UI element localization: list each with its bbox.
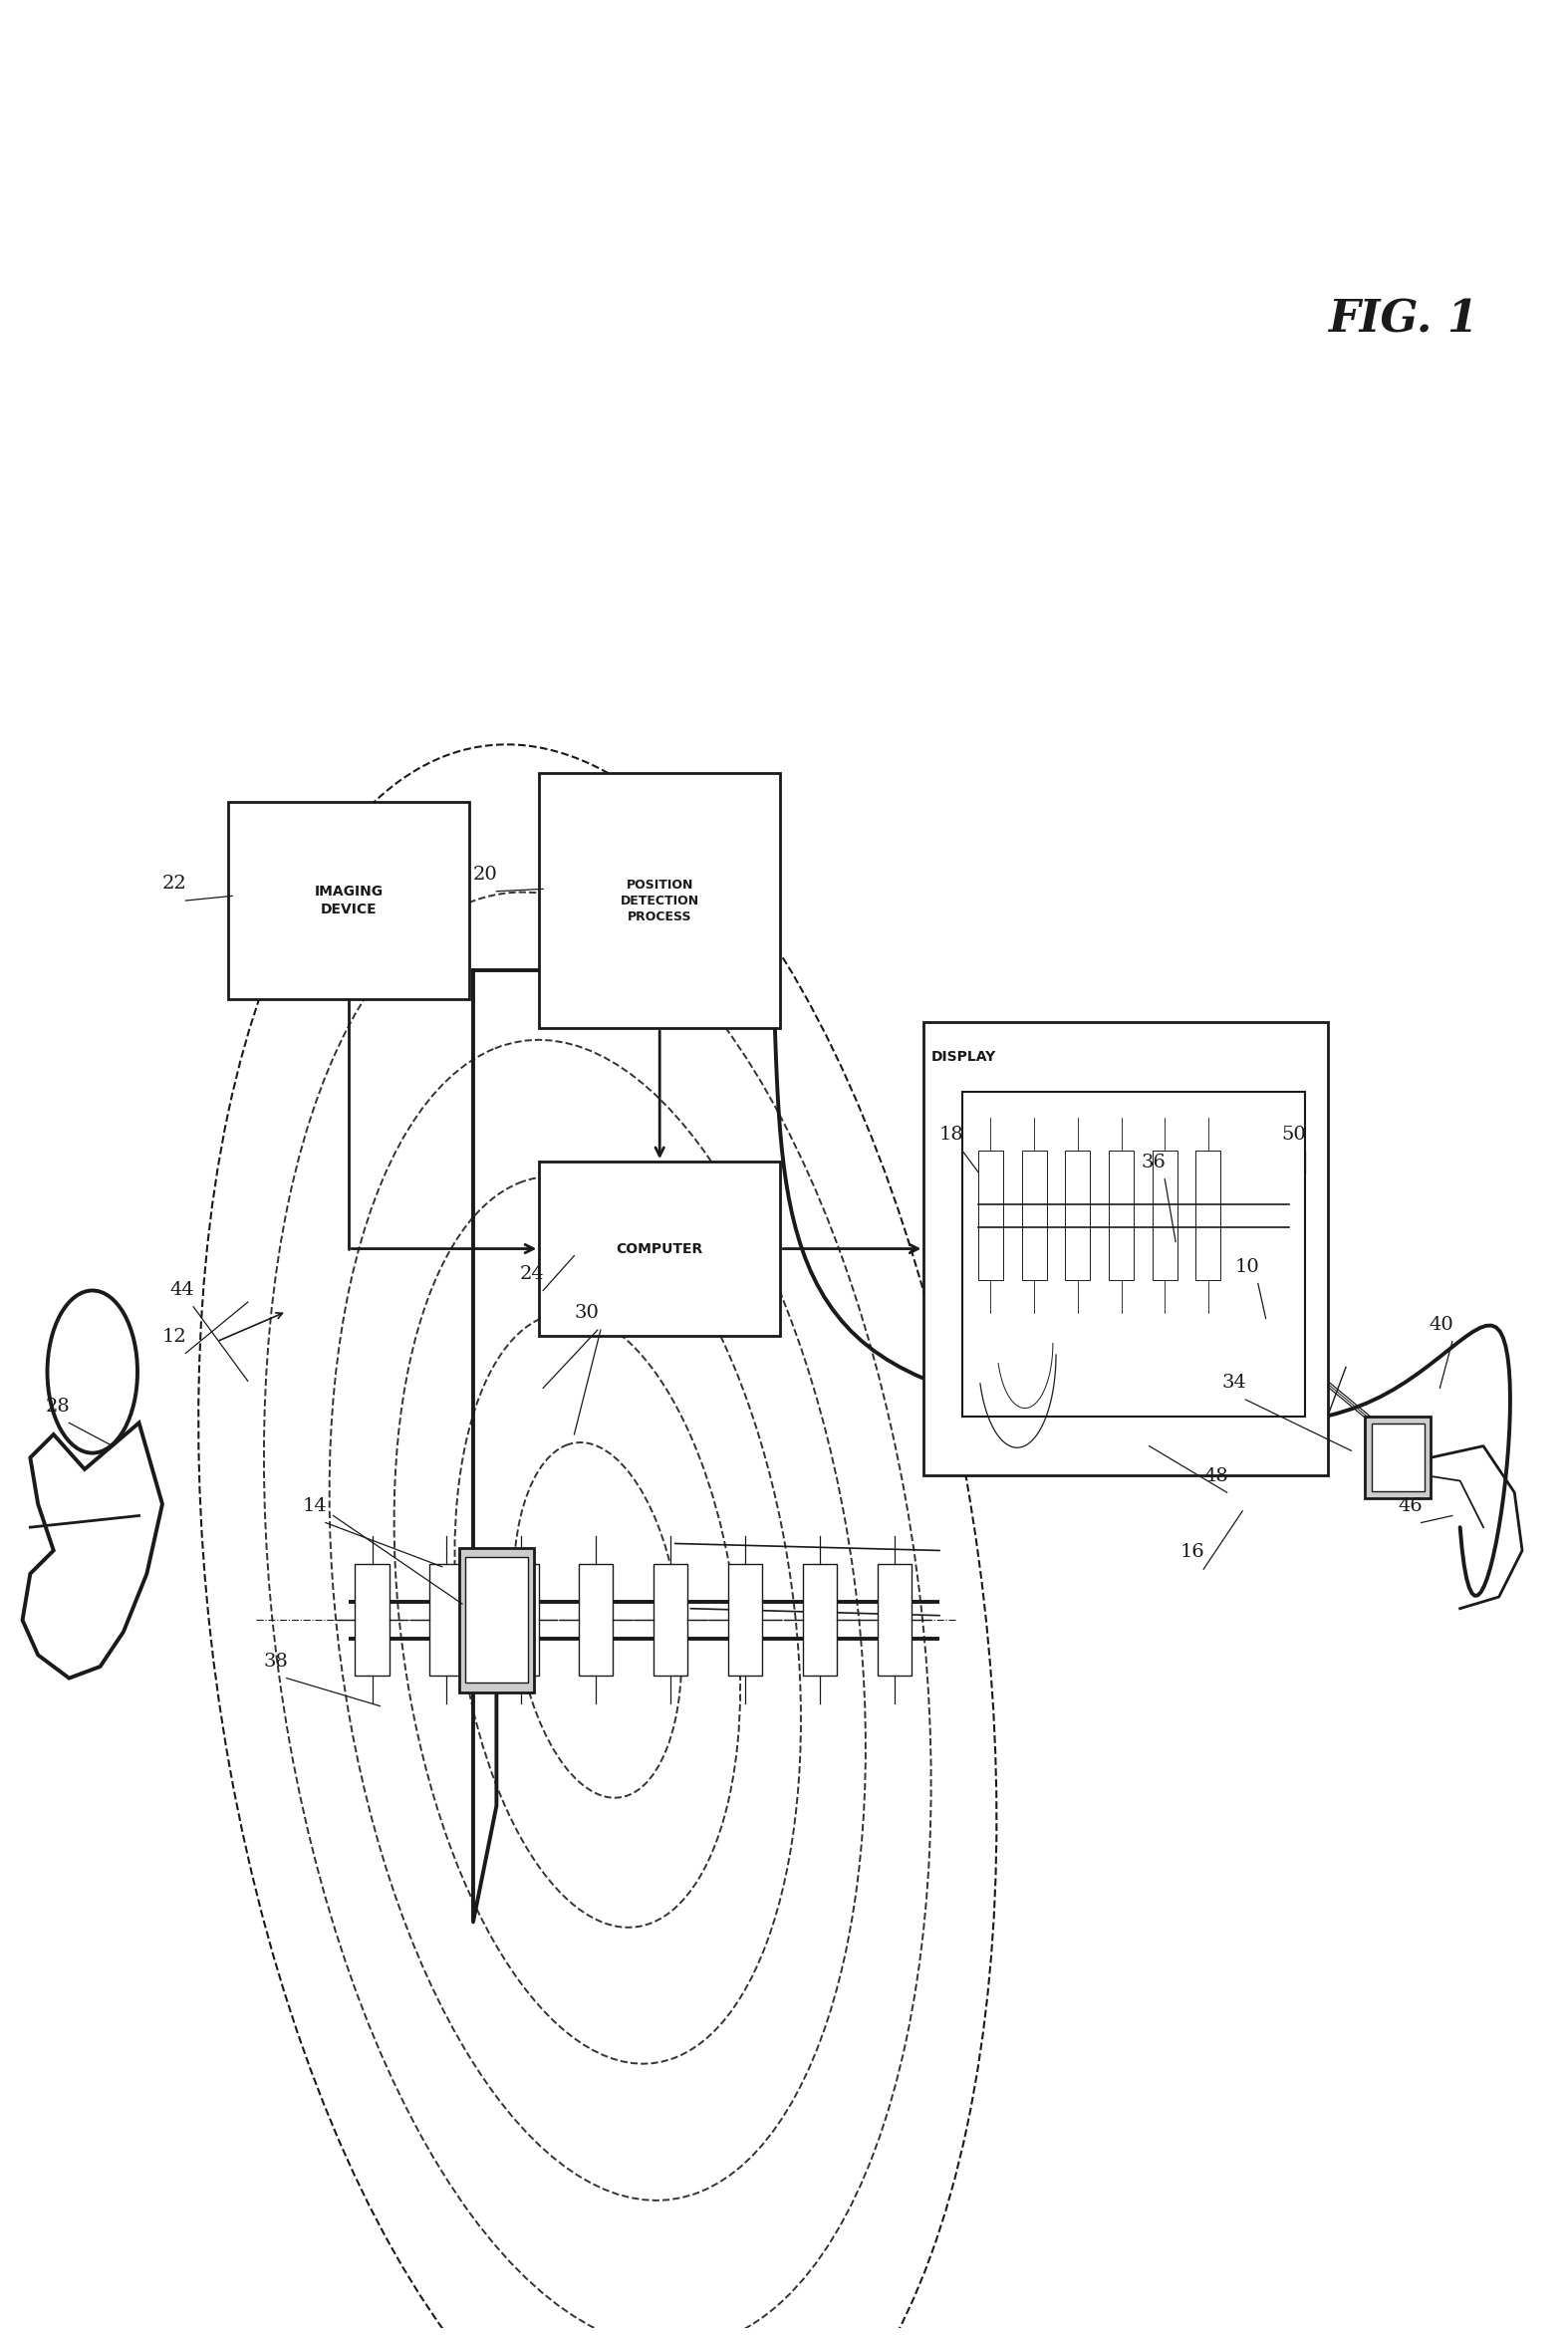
Bar: [1196, 1151, 1221, 1280]
Bar: [963, 1093, 1305, 1417]
Bar: [229, 801, 469, 999]
Text: 14: 14: [303, 1497, 326, 1515]
Text: 36: 36: [1142, 1153, 1167, 1172]
Text: 34: 34: [1223, 1373, 1247, 1392]
Text: 48: 48: [1204, 1466, 1228, 1485]
Bar: [728, 1564, 762, 1677]
Bar: [1065, 1151, 1090, 1280]
PathPatch shape: [22, 1422, 163, 1679]
Bar: [1366, 1417, 1430, 1499]
Bar: [924, 1023, 1328, 1476]
Text: 10: 10: [1234, 1259, 1259, 1275]
Bar: [539, 773, 781, 1027]
Text: 50: 50: [1281, 1125, 1306, 1144]
Bar: [978, 1151, 1004, 1280]
Bar: [430, 1564, 464, 1677]
Text: 24: 24: [521, 1266, 544, 1282]
Text: DISPLAY: DISPLAY: [931, 1051, 997, 1065]
Text: 16: 16: [1181, 1543, 1204, 1562]
Text: 20: 20: [474, 866, 497, 883]
Bar: [1372, 1424, 1424, 1492]
Bar: [579, 1564, 613, 1677]
Text: 30: 30: [574, 1305, 599, 1322]
Text: 22: 22: [163, 876, 187, 892]
Bar: [1109, 1151, 1134, 1280]
Text: 28: 28: [45, 1396, 71, 1415]
Text: 12: 12: [163, 1329, 187, 1345]
Bar: [466, 1557, 527, 1684]
Bar: [459, 1548, 533, 1693]
Text: 18: 18: [939, 1125, 964, 1144]
Bar: [1152, 1151, 1178, 1280]
Text: 38: 38: [263, 1653, 289, 1670]
Bar: [505, 1564, 538, 1677]
Bar: [539, 1163, 781, 1336]
Bar: [803, 1564, 837, 1677]
Text: POSITION
DETECTION
PROCESS: POSITION DETECTION PROCESS: [621, 878, 699, 922]
Text: 40: 40: [1428, 1317, 1454, 1333]
Bar: [654, 1564, 688, 1677]
Bar: [354, 1564, 389, 1677]
Bar: [877, 1564, 911, 1677]
Text: COMPUTER: COMPUTER: [616, 1242, 702, 1256]
Text: 44: 44: [169, 1282, 194, 1298]
Text: IMAGING
DEVICE: IMAGING DEVICE: [315, 885, 383, 918]
Text: 46: 46: [1399, 1497, 1422, 1515]
Text: FIG. 1: FIG. 1: [1328, 299, 1479, 341]
Bar: [1022, 1151, 1047, 1280]
